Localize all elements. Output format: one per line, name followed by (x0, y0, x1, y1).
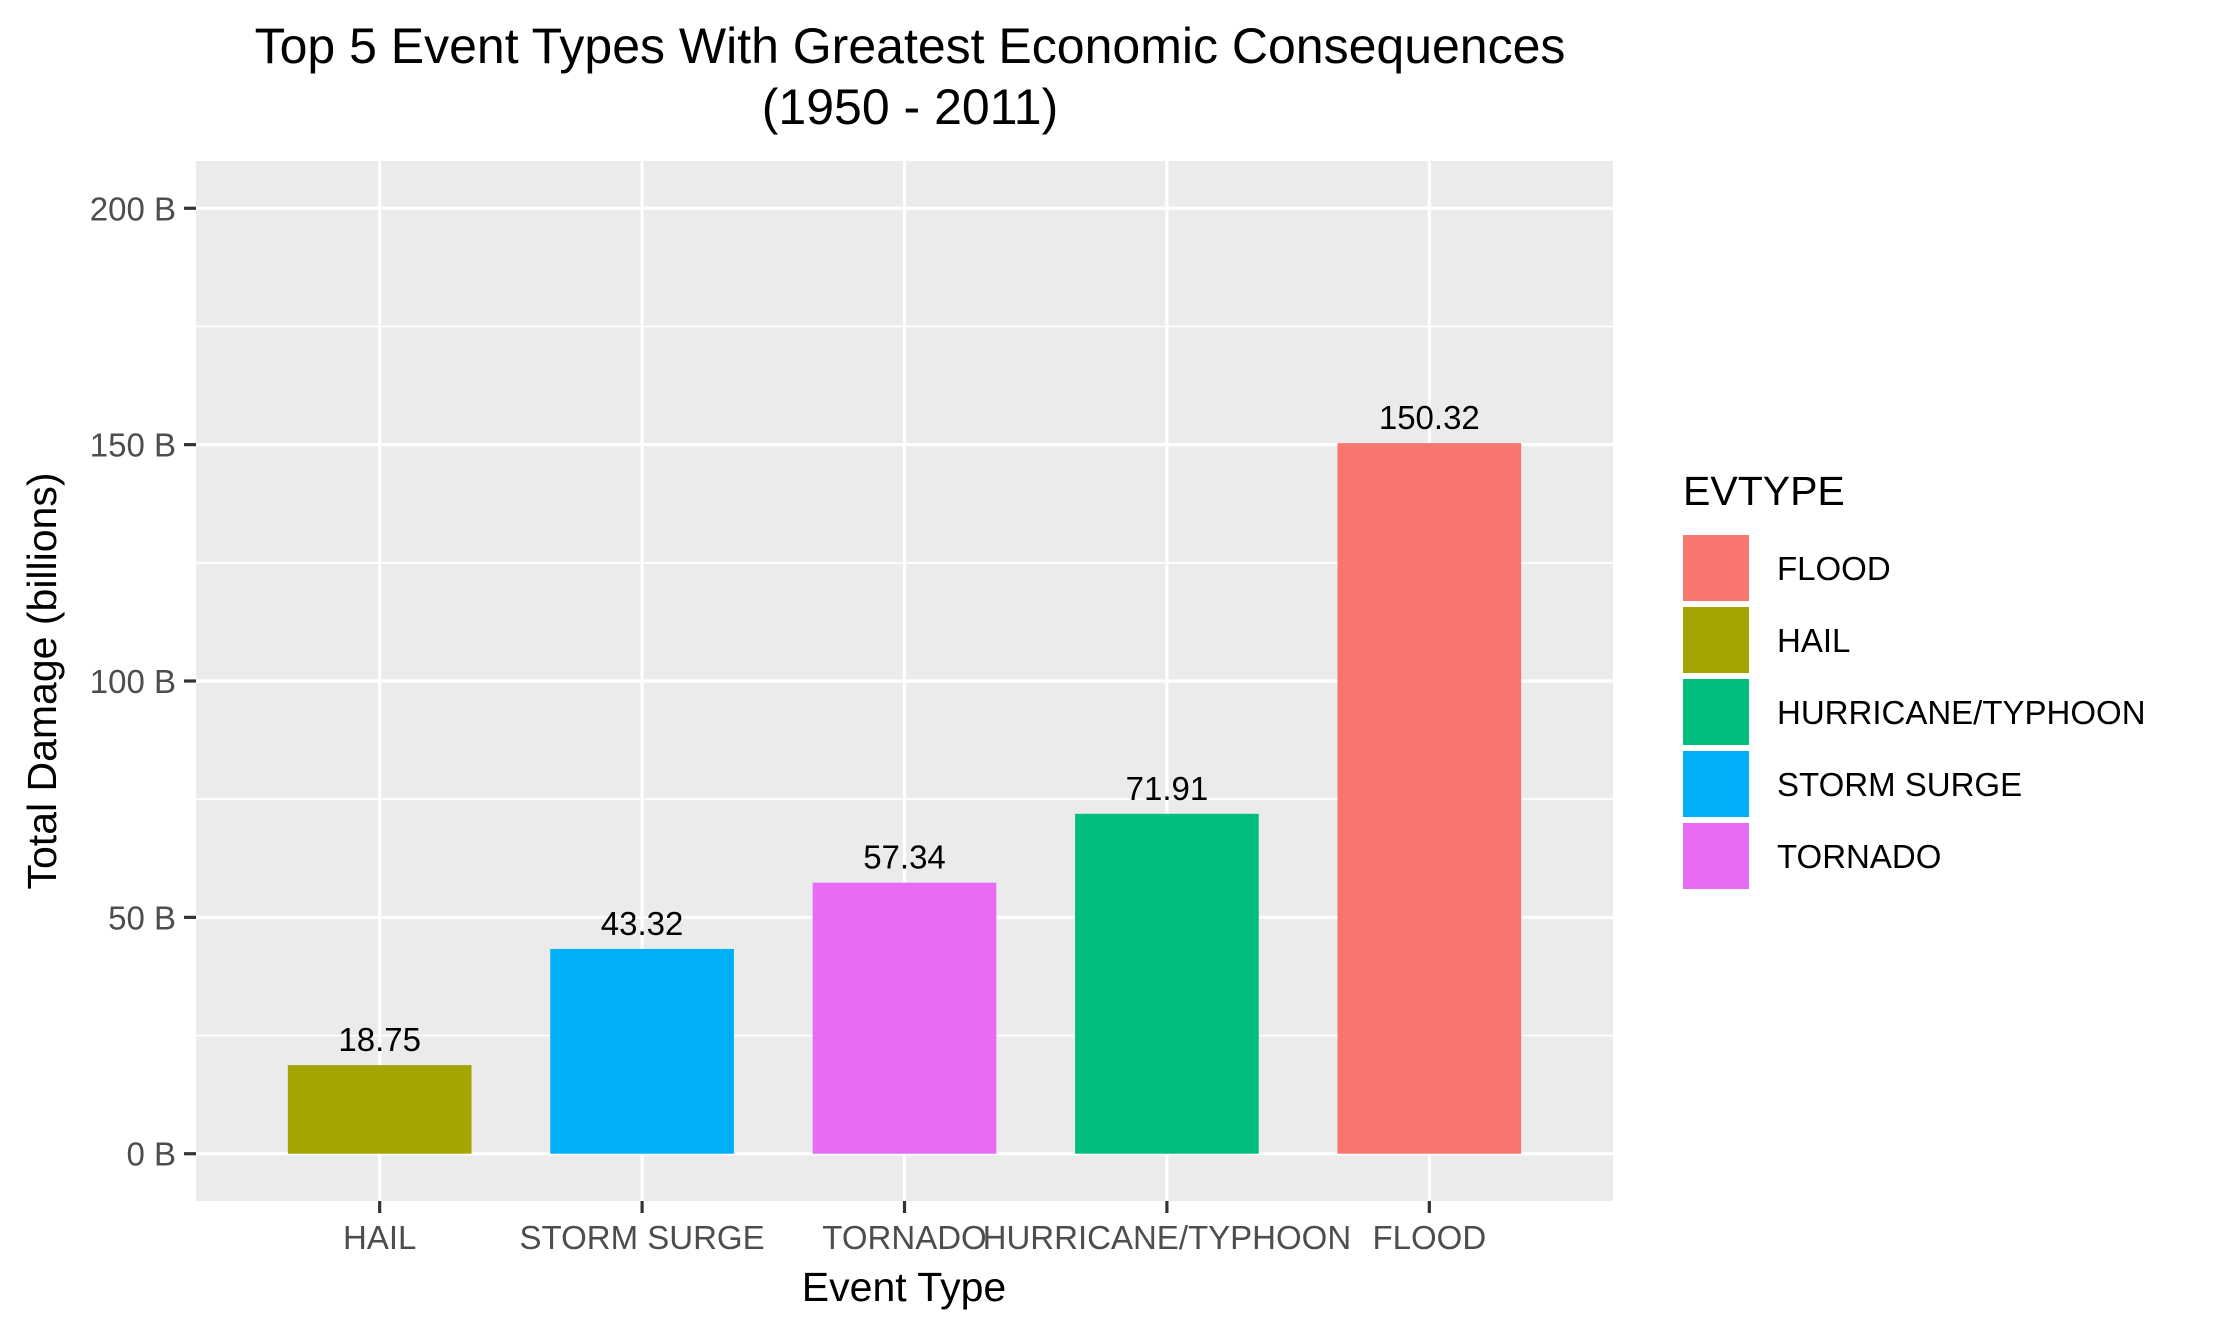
bar-flood (1337, 443, 1522, 1154)
chart-title: Top 5 Event Types With Greatest Economic… (255, 18, 1566, 74)
x-tick-label: FLOOD (1372, 1219, 1486, 1256)
chart-subtitle: (1950 - 2011) (762, 79, 1058, 135)
y-tick-label: 200 B (90, 190, 176, 227)
bar-value-label: 150.32 (1379, 399, 1480, 436)
legend-label: FLOOD (1777, 550, 1891, 587)
y-axis: 0 B 50 B 100 B 150 B 200 B (90, 190, 196, 1173)
y-tick-label: 50 B (108, 899, 176, 936)
bar-tornado (812, 882, 997, 1154)
x-tick-label: TORNADO (822, 1219, 986, 1256)
bar-hail (287, 1065, 472, 1154)
x-tick-label: HURRICANE/TYPHOON (983, 1219, 1352, 1256)
legend-key (1683, 679, 1749, 745)
legend-label: TORNADO (1777, 838, 1941, 875)
bar-value-label: 57.34 (863, 839, 946, 876)
legend: EVTYPE FLOOD HAIL HURRICANE/TYPHOON STORM S… (1683, 468, 2146, 889)
legend-key (1683, 751, 1749, 817)
bar-value-label: 71.91 (1126, 770, 1209, 807)
x-tick-label: STORM SURGE (520, 1219, 765, 1256)
y-tick-label: 100 B (90, 663, 176, 700)
legend-key (1683, 607, 1749, 673)
bar-hurricane-typhoon (1075, 813, 1259, 1154)
y-tick-label: 150 B (90, 427, 176, 464)
legend-label: STORM SURGE (1777, 766, 2022, 803)
y-axis-title: Total Damage (billions) (19, 472, 65, 889)
legend-key (1683, 535, 1749, 601)
legend-title: EVTYPE (1683, 468, 1845, 514)
bar-value-label: 18.75 (338, 1021, 421, 1058)
bar-value-label: 43.32 (601, 905, 684, 942)
x-tick-label: HAIL (343, 1219, 416, 1256)
y-tick-label: 0 B (126, 1136, 176, 1173)
bars (287, 443, 1522, 1154)
bar-value-labels: 18.75 43.32 57.34 71.91 150.32 (338, 399, 1479, 1058)
legend-label: HAIL (1777, 622, 1850, 659)
legend-key (1683, 823, 1749, 889)
bar-storm-surge (550, 948, 734, 1154)
legend-label: HURRICANE/TYPHOON (1777, 694, 2146, 731)
x-axis-title: Event Type (802, 1264, 1006, 1310)
